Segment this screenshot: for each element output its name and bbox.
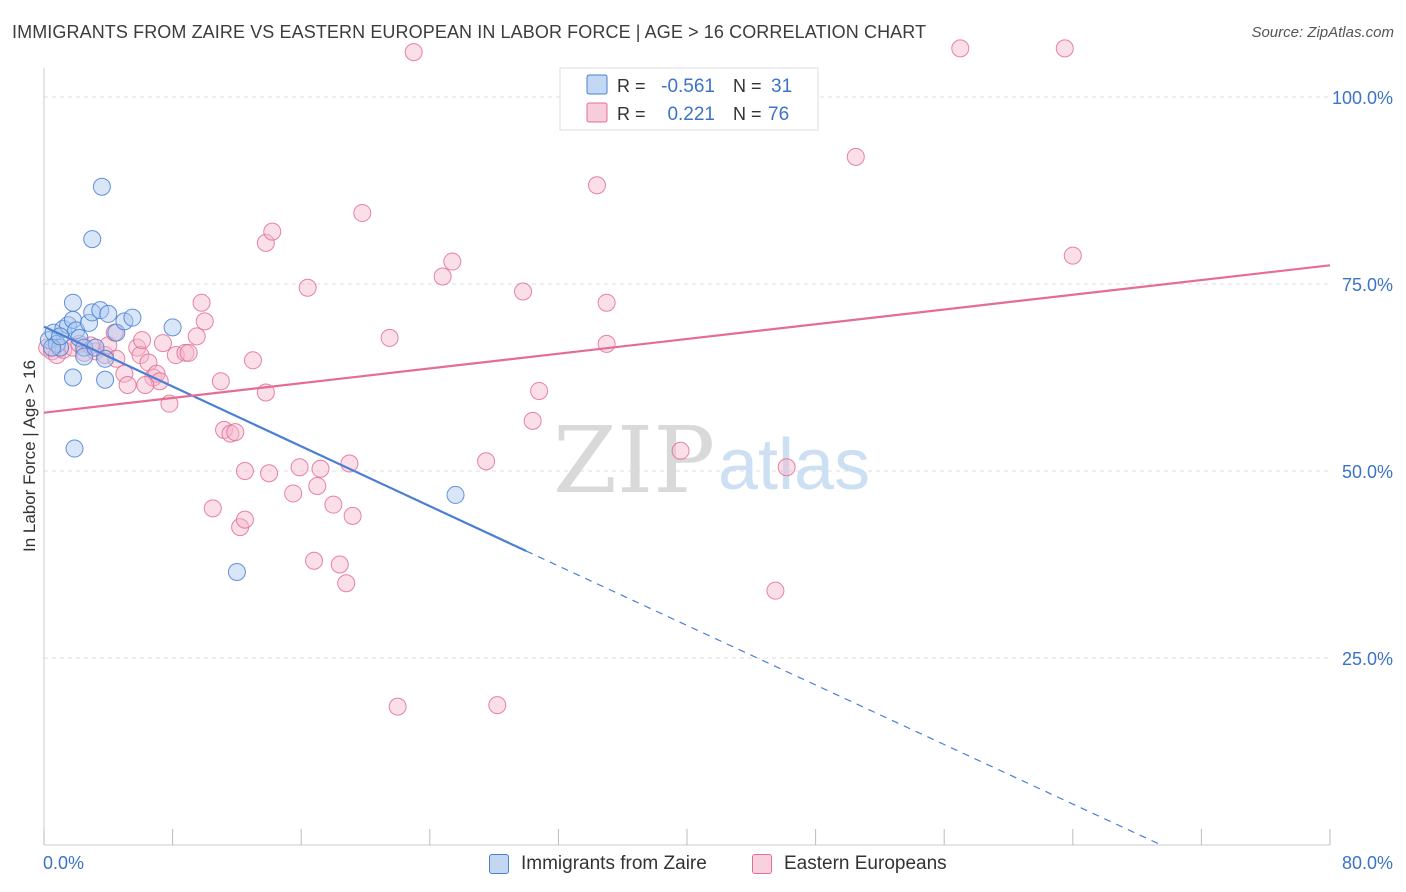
eastern-europeans-point <box>187 327 206 346</box>
eastern-europeans-point <box>235 462 254 480</box>
bottom-legend: Immigrants from Zaire Eastern Europeans <box>0 850 1406 880</box>
eastern-europeans-point <box>777 458 796 477</box>
zaire-point <box>65 439 84 458</box>
eastern-europeans-point <box>324 495 343 514</box>
series-eastern-europeans-points <box>38 39 1082 716</box>
watermark: ZIP atlas <box>553 407 870 514</box>
eastern-europeans-point <box>235 510 254 529</box>
zaire-point <box>63 368 82 387</box>
eastern-europeans-point <box>530 381 549 400</box>
eastern-europeans-point <box>846 147 865 166</box>
y-tick-label-50: 50.0% <box>1342 462 1393 482</box>
eastern-europeans-point <box>433 267 452 286</box>
eastern-europeans-point <box>488 696 507 715</box>
y-tick-label-75: 75.0% <box>1342 275 1393 295</box>
legend-r-value-2: 0.221 <box>667 104 715 125</box>
y-tick-label-25: 25.0% <box>1342 649 1393 669</box>
legend-swatch-zaire <box>489 854 509 874</box>
eastern-europeans-point <box>523 411 542 430</box>
eastern-europeans-point <box>256 233 275 252</box>
chart-title: IMMIGRANTS FROM ZAIRE VS EASTERN EUROPEA… <box>12 22 927 42</box>
zaire-point <box>123 308 142 327</box>
legend-swatch-eastern-europeans <box>752 854 772 874</box>
eastern-europeans-point <box>133 331 152 350</box>
legend-r-label-2: R = <box>617 104 646 124</box>
x-max-label: 80.0% <box>1342 853 1393 873</box>
series-zaire-points <box>39 177 465 581</box>
legend-swatch-pink <box>586 102 608 123</box>
eastern-europeans-point <box>226 423 245 442</box>
legend-label-zaire: Immigrants from Zaire <box>521 853 707 874</box>
legend-n-label-1: N = <box>733 76 762 96</box>
watermark-atlas: atlas <box>718 425 870 505</box>
eastern-europeans-point <box>118 375 137 394</box>
eastern-europeans-point <box>1063 246 1082 265</box>
eastern-europeans-point <box>337 574 356 593</box>
trend-lines <box>43 264 1331 846</box>
eastern-europeans-point <box>290 458 309 477</box>
eastern-europeans-point <box>671 441 690 460</box>
eastern-europeans-point <box>211 372 230 391</box>
eastern-europeans-point <box>353 203 372 222</box>
eastern-europeans-point <box>115 364 134 383</box>
zaire-point <box>227 562 246 581</box>
x-ticks <box>43 829 1331 845</box>
zaire-point <box>96 370 115 389</box>
legend-swatch-blue <box>586 74 608 95</box>
eastern-europeans-point <box>380 328 399 347</box>
eastern-europeans-point <box>203 499 222 518</box>
zaire-point <box>446 485 465 504</box>
legend-n-value-1: 31 <box>771 76 792 97</box>
eastern-europeans-point <box>298 278 317 297</box>
y-tick-label-100: 100.0% <box>1332 88 1393 108</box>
eastern-europeans-point <box>260 464 279 483</box>
eastern-europeans-trend-line <box>43 264 1331 414</box>
eastern-europeans-point <box>243 351 262 370</box>
zaire-trend-line <box>43 325 527 553</box>
legend-n-label-2: N = <box>733 104 762 124</box>
zaire-point <box>163 318 182 337</box>
eastern-europeans-point <box>343 506 362 525</box>
eastern-europeans-point <box>443 252 462 271</box>
eastern-europeans-point <box>192 293 211 312</box>
zaire-point <box>63 293 82 312</box>
legend-box: R = -0.561 N = 31 R = 0.221 N = 76 <box>559 67 819 131</box>
eastern-europeans-point <box>308 476 327 495</box>
eastern-europeans-point <box>311 459 330 478</box>
watermark-zip: ZIP <box>553 407 715 514</box>
zaire-point <box>80 313 99 332</box>
eastern-europeans-point <box>514 282 533 301</box>
legend-n-value-2: 76 <box>768 104 789 125</box>
y-axis-label: In Labor Force | Age > 16 <box>20 360 39 552</box>
zaire-trend-extension <box>525 550 1162 846</box>
legend-item-zaire[interactable]: Immigrants from Zaire <box>489 850 707 878</box>
eastern-europeans-point <box>153 334 172 353</box>
eastern-europeans-point <box>284 484 303 503</box>
eastern-europeans-point <box>330 555 349 574</box>
eastern-europeans-point <box>179 343 198 362</box>
legend-item-eastern-europeans[interactable]: Eastern Europeans <box>752 850 947 878</box>
eastern-europeans-point <box>305 551 324 570</box>
eastern-europeans-point <box>136 375 155 394</box>
eastern-europeans-point <box>388 697 407 716</box>
eastern-europeans-point <box>477 452 496 471</box>
eastern-europeans-point <box>404 43 423 62</box>
x-min-label: 0.0% <box>43 853 84 873</box>
zaire-point <box>99 304 118 323</box>
legend-r-label-1: R = <box>617 76 646 96</box>
legend-r-value-1: -0.561 <box>661 76 715 97</box>
eastern-europeans-point <box>597 293 616 312</box>
zaire-point <box>92 177 111 196</box>
zaire-point <box>83 230 102 249</box>
eastern-europeans-point <box>766 581 785 600</box>
eastern-europeans-point <box>1055 39 1074 58</box>
eastern-europeans-point <box>587 176 606 195</box>
y-tick-labels: 25.0% 50.0% 75.0% 100.0% <box>1332 88 1393 669</box>
source-label: Source: ZipAtlas.com <box>1251 24 1394 41</box>
eastern-europeans-point <box>195 312 214 331</box>
eastern-europeans-point <box>951 39 970 58</box>
legend-label-eastern-europeans: Eastern Europeans <box>784 853 947 874</box>
eastern-europeans-point <box>263 222 282 241</box>
